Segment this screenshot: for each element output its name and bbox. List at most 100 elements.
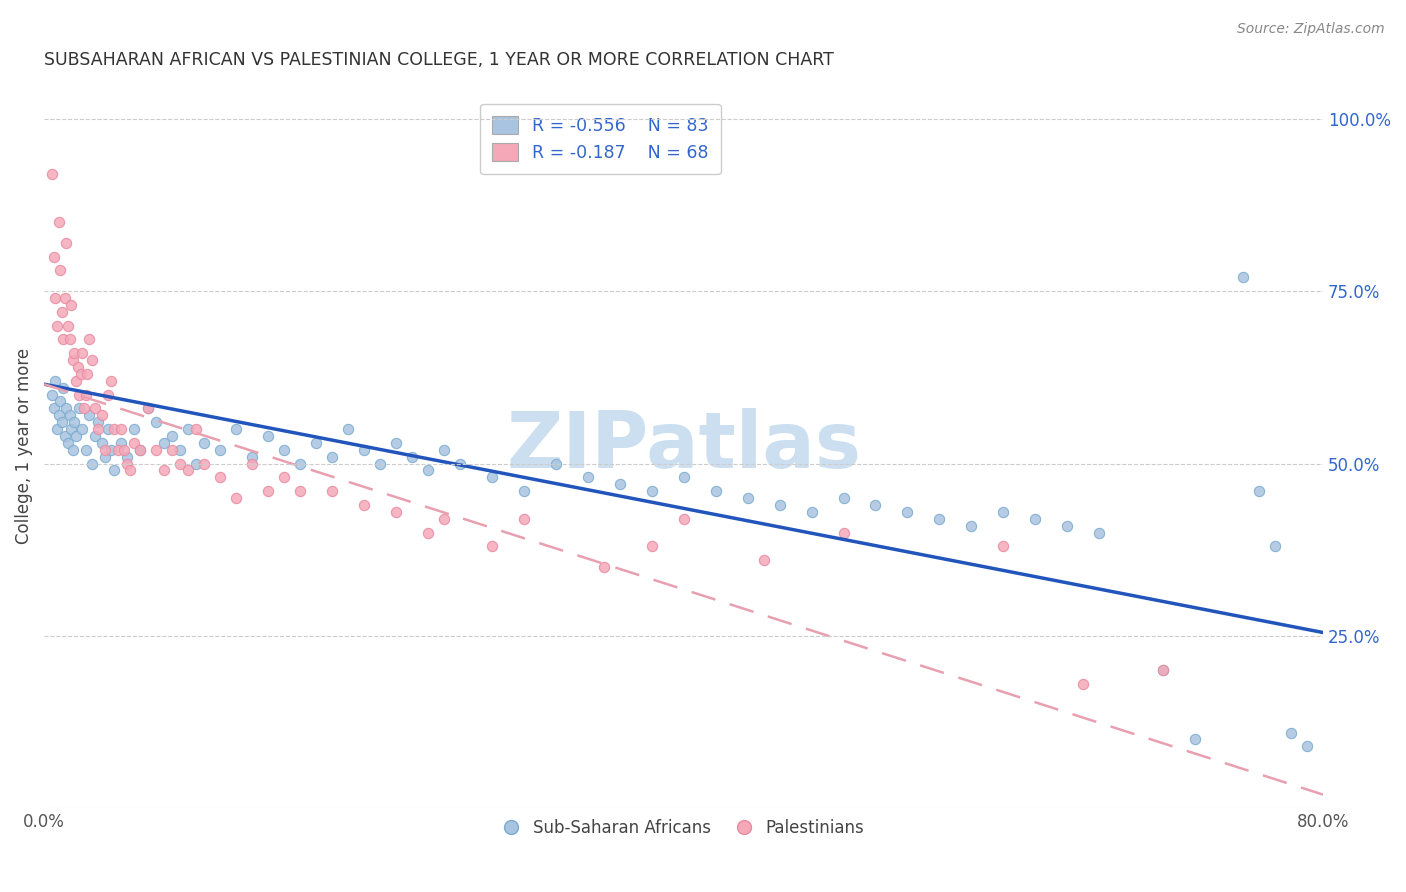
Point [73,401,96,416]
Point [169,457,191,471]
Point [257,484,280,499]
Point [896,505,918,519]
Point [80,353,103,368]
Point [67,387,90,401]
Point [41,387,63,401]
Point [63,346,86,360]
Point [94,442,117,457]
Text: SUBSAHARAN AFRICAN VS PALESTINIAN COLLEGE, 1 YEAR OR MORE CORRELATION CHART: SUBSAHARAN AFRICAN VS PALESTINIAN COLLEG… [44,51,834,69]
Point [80,457,103,471]
Point [433,442,456,457]
Point [75,442,97,457]
Point [60,298,83,312]
Point [44,374,66,388]
Point [117,457,139,471]
Point [305,435,328,450]
Point [120,463,142,477]
Point [353,442,375,457]
Point [48,215,70,229]
Point [752,553,775,567]
Point [117,450,139,464]
Point [72,346,94,360]
Point [865,498,887,512]
Point [544,457,567,471]
Point [72,422,94,436]
Point [55,235,77,250]
Legend: Sub-Saharan Africans, Palestinians: Sub-Saharan Africans, Palestinians [496,813,872,844]
Point [1249,484,1271,499]
Point [87,415,110,429]
Point [368,457,391,471]
Point [257,429,280,443]
Point [481,470,503,484]
Point [672,512,695,526]
Point [193,435,215,450]
Point [53,291,76,305]
Point [672,470,695,484]
Point [169,442,191,457]
Point [153,435,176,450]
Point [129,442,152,457]
Point [832,525,855,540]
Point [97,387,120,401]
Point [240,457,263,471]
Point [1056,518,1078,533]
Point [184,457,207,471]
Point [145,415,167,429]
Point [240,450,263,464]
Point [592,560,614,574]
Point [273,470,295,484]
Point [160,429,183,443]
Point [65,429,87,443]
Point [1152,664,1174,678]
Point [225,422,247,436]
Point [75,387,97,401]
Point [160,442,183,457]
Point [107,442,129,457]
Point [136,401,159,416]
Point [84,429,107,443]
Point [76,367,98,381]
Point [49,263,72,277]
Point [832,491,855,505]
Point [416,463,439,477]
Point [51,305,73,319]
Point [87,422,110,436]
Point [44,291,66,305]
Point [449,457,471,471]
Point [433,512,456,526]
Point [55,401,77,416]
Point [90,409,112,423]
Point [100,374,122,388]
Point [45,318,67,333]
Point [704,484,727,499]
Point [960,518,983,533]
Point [63,415,86,429]
Point [77,332,100,346]
Point [97,422,120,436]
Point [576,470,599,484]
Point [800,505,823,519]
Point [110,422,132,436]
Point [184,422,207,436]
Point [385,505,408,519]
Point [208,442,231,457]
Point [481,539,503,553]
Point [84,401,107,416]
Text: ZIPatlas: ZIPatlas [506,409,860,484]
Point [52,332,75,346]
Point [1152,664,1174,678]
Point [385,435,408,450]
Point [993,539,1015,553]
Point [225,491,247,505]
Point [110,435,132,450]
Point [288,457,311,471]
Point [122,422,145,436]
Point [1024,512,1046,526]
Point [153,463,176,477]
Point [993,505,1015,519]
Point [45,422,67,436]
Point [177,422,200,436]
Point [1071,677,1094,691]
Point [513,512,536,526]
